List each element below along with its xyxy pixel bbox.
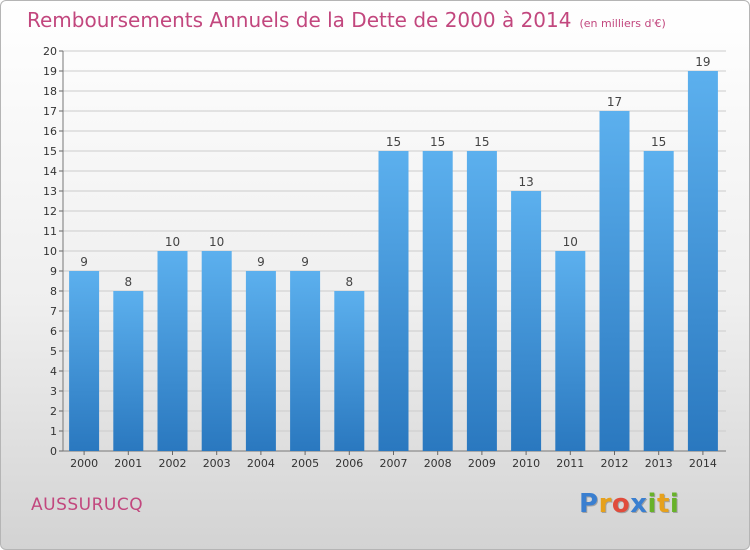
bar-2005 — [290, 271, 321, 451]
title-line: Remboursements Annuels de la Dette de 20… — [27, 8, 666, 32]
y-tick-label: 1 — [50, 425, 57, 438]
value-label-2004: 9 — [257, 255, 265, 269]
bar-2007 — [378, 151, 409, 451]
value-label-2003: 10 — [209, 235, 224, 249]
bar-2001 — [113, 291, 144, 451]
labels: 0123456789101112131415161718192092000820… — [43, 45, 717, 470]
value-label-2006: 8 — [345, 275, 353, 289]
bars — [69, 71, 718, 451]
x-tick-label-2008: 2008 — [424, 457, 452, 470]
y-tick-label: 13 — [43, 185, 57, 198]
commune-name: AUSSURUCQ — [31, 495, 144, 515]
y-tick-label: 2 — [50, 405, 57, 418]
value-label-2010: 13 — [518, 175, 533, 189]
y-tick-label: 15 — [43, 145, 57, 158]
value-label-2000: 9 — [80, 255, 88, 269]
value-label-2009: 15 — [474, 135, 489, 149]
x-tick-label-2002: 2002 — [159, 457, 187, 470]
y-tick-label: 8 — [50, 285, 57, 298]
x-tick-label-2001: 2001 — [114, 457, 142, 470]
x-tick-label-2014: 2014 — [689, 457, 717, 470]
brand-logo: Proxiti — [579, 489, 679, 519]
y-tick-label: 10 — [43, 245, 57, 258]
bar-2011 — [555, 251, 586, 451]
value-label-2013: 15 — [651, 135, 666, 149]
value-label-2012: 17 — [607, 95, 622, 109]
x-tick-label-2013: 2013 — [645, 457, 673, 470]
bar-2008 — [422, 151, 453, 451]
y-tick-label: 4 — [50, 365, 57, 378]
x-tick-label-2007: 2007 — [380, 457, 408, 470]
chart-title: Remboursements Annuels de la Dette de 20… — [27, 8, 572, 32]
x-tick-label-2012: 2012 — [601, 457, 629, 470]
value-label-2007: 15 — [386, 135, 401, 149]
brand-letter: x — [630, 489, 648, 519]
brand-letter: i — [647, 489, 657, 519]
y-tick-label: 9 — [50, 265, 57, 278]
brand-letter: P — [579, 489, 599, 519]
brand-letter: r — [598, 489, 612, 519]
bar-2004 — [245, 271, 276, 451]
x-tick-label-2006: 2006 — [335, 457, 363, 470]
y-tick-label: 11 — [43, 225, 57, 238]
y-tick-label: 16 — [43, 125, 57, 138]
bar-2010 — [511, 191, 542, 451]
bar-2012 — [599, 111, 630, 451]
value-label-2014: 19 — [695, 55, 710, 69]
bar-2002 — [157, 251, 188, 451]
value-label-2001: 8 — [124, 275, 132, 289]
y-tick-label: 19 — [43, 65, 57, 78]
x-tick-label-2005: 2005 — [291, 457, 319, 470]
y-tick-label: 5 — [50, 345, 57, 358]
y-tick-label: 6 — [50, 325, 57, 338]
bar-2003 — [201, 251, 232, 451]
x-tick-label-2003: 2003 — [203, 457, 231, 470]
bar-2013 — [643, 151, 674, 451]
value-label-2008: 15 — [430, 135, 445, 149]
bar-2014 — [687, 71, 718, 451]
value-label-2002: 10 — [165, 235, 180, 249]
y-tick-label: 3 — [50, 385, 57, 398]
brand-letter: i — [669, 489, 680, 519]
bar-2009 — [466, 151, 497, 451]
y-tick-label: 0 — [50, 445, 57, 458]
brand-letter: t — [656, 489, 670, 519]
x-tick-label-2000: 2000 — [70, 457, 98, 470]
x-tick-label-2011: 2011 — [556, 457, 584, 470]
x-tick-label-2010: 2010 — [512, 457, 540, 470]
chart-unit: (en milliers d'€) — [579, 17, 666, 30]
value-label-2005: 9 — [301, 255, 309, 269]
value-label-2011: 10 — [563, 235, 578, 249]
brand-letter: o — [611, 489, 631, 519]
y-tick-label: 18 — [43, 85, 57, 98]
x-tick-label-2009: 2009 — [468, 457, 496, 470]
x-tick-label-2004: 2004 — [247, 457, 275, 470]
y-tick-label: 17 — [43, 105, 57, 118]
y-tick-label: 14 — [43, 165, 57, 178]
y-tick-label: 12 — [43, 205, 57, 218]
y-tick-label: 7 — [50, 305, 57, 318]
y-tick-label: 20 — [43, 45, 57, 58]
bar-2006 — [334, 291, 365, 451]
bar-2000 — [69, 271, 100, 451]
